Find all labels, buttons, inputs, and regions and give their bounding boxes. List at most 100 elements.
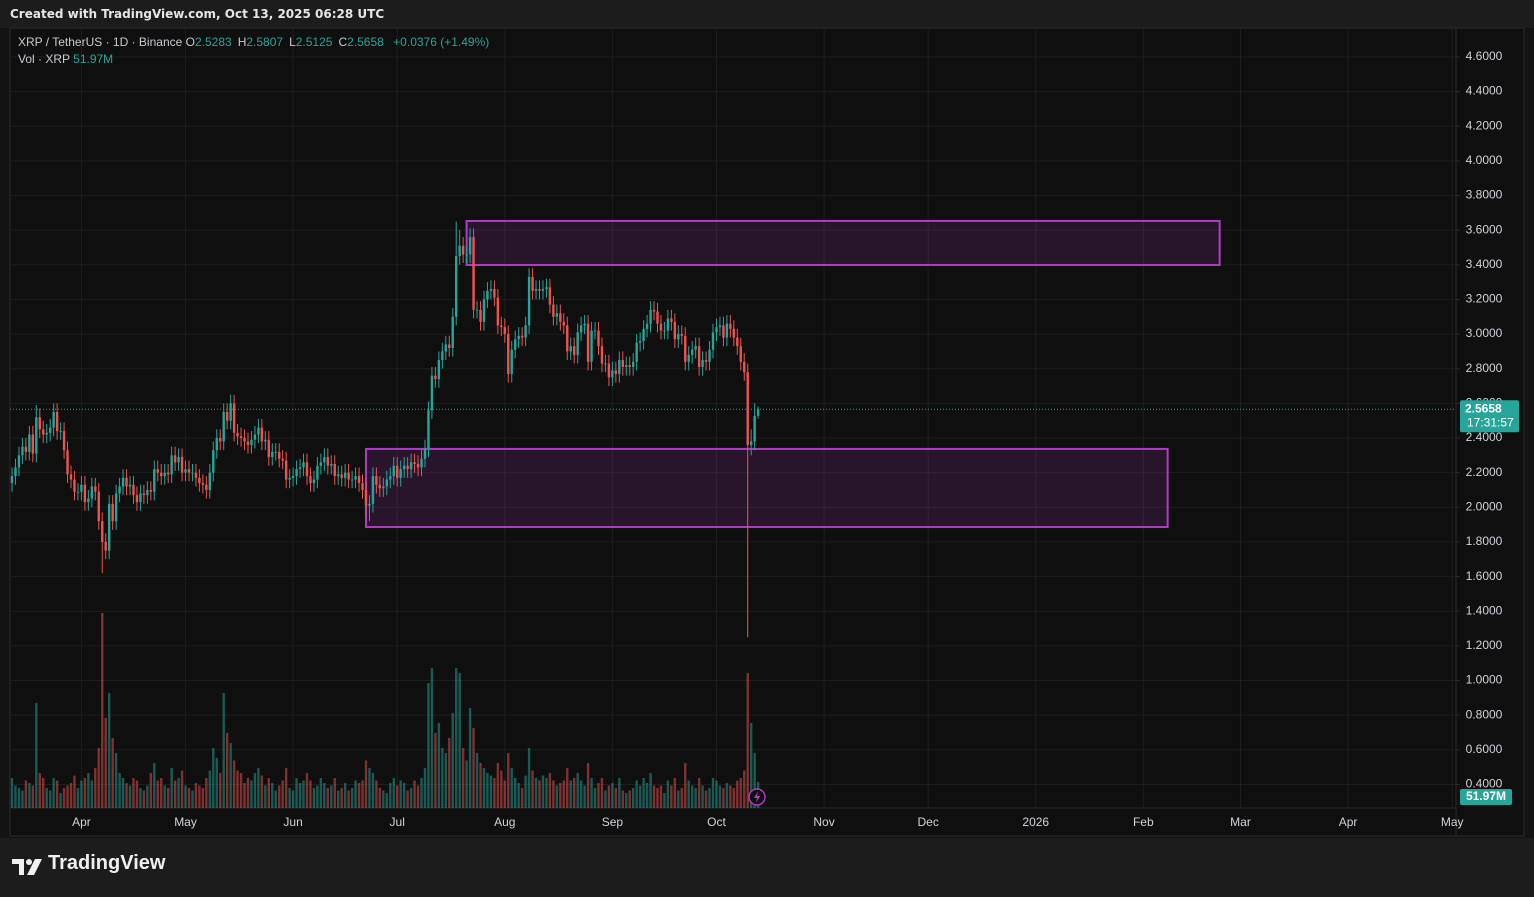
candle-body: [677, 334, 680, 340]
candle-body: [704, 360, 708, 362]
volume-bar: [173, 780, 177, 808]
y-tick-label: 1.4000: [1466, 603, 1503, 617]
candle-body: [361, 483, 364, 490]
legend-value: 2.5125: [295, 35, 333, 49]
volume-bar: [208, 770, 212, 808]
volume-bar: [396, 785, 399, 808]
volume-bar: [73, 775, 76, 808]
volume-bar: [708, 788, 711, 808]
volume-bar: [652, 785, 656, 808]
volume-bar: [586, 763, 590, 808]
candle-body: [97, 491, 100, 522]
candle-body: [673, 321, 677, 340]
candle-body: [368, 503, 371, 506]
candle-body: [402, 465, 406, 470]
volume-bar: [746, 673, 749, 808]
candle-body: [333, 463, 336, 477]
volume-bar: [114, 753, 118, 808]
legend-key: O: [185, 35, 195, 49]
volume-tag: [1460, 789, 1512, 805]
volume-bar: [184, 785, 187, 808]
volume-bar: [236, 770, 239, 808]
candle-body: [708, 349, 711, 362]
candle-body: [659, 323, 663, 331]
candle-body: [559, 313, 562, 322]
candle-body: [694, 346, 697, 350]
volume-bar: [229, 743, 232, 808]
volume-bar: [239, 773, 243, 808]
candle-body: [465, 254, 468, 256]
candle-body: [396, 465, 399, 478]
x-tick-label: Jul: [390, 815, 405, 829]
volume-bar: [663, 793, 666, 808]
volume-bar: [545, 778, 548, 808]
candle-body: [128, 484, 132, 487]
candle-body: [493, 289, 496, 298]
candle-body: [271, 451, 274, 458]
candle-body: [593, 330, 597, 332]
candle-body: [420, 458, 423, 468]
lightning-icon[interactable]: [748, 788, 766, 806]
volume-bar: [142, 790, 146, 808]
volume-bar: [496, 763, 500, 808]
volume-bar: [385, 793, 389, 808]
candle-body: [14, 467, 17, 477]
candle-body: [24, 446, 28, 452]
candle-body: [198, 477, 201, 484]
candle-body: [232, 403, 236, 433]
candle-body: [545, 287, 548, 290]
candle-body: [631, 361, 635, 367]
volume-bar: [607, 785, 611, 808]
volume-bar: [673, 778, 677, 808]
icon-bolt[interactable]: [754, 791, 760, 803]
candle-body: [364, 489, 368, 506]
candle-body: [149, 489, 153, 492]
volume-bar: [28, 783, 31, 808]
volume-bar: [62, 788, 66, 808]
candle-body: [500, 325, 503, 328]
volume-bar: [291, 790, 295, 808]
volume-bar: [253, 773, 257, 808]
volume-bar: [267, 778, 271, 808]
volume-bar: [257, 768, 260, 808]
candle-body: [125, 477, 128, 487]
candle-body: [35, 417, 38, 454]
candle-body: [166, 472, 170, 475]
volume-bar: [538, 780, 541, 808]
logo-part: [12, 859, 24, 875]
candle-body: [753, 415, 756, 442]
volume-bar: [302, 780, 305, 808]
candle-body: [503, 327, 506, 335]
candle-body: [309, 476, 312, 484]
volume-bar: [111, 738, 114, 808]
candle-body: [458, 245, 461, 257]
candle-body: [236, 432, 239, 437]
candle-body: [31, 434, 35, 454]
volume-bar: [434, 733, 437, 808]
y-tick-label: 3.4000: [1466, 257, 1503, 271]
volume-bar: [264, 785, 267, 808]
volume-bar: [146, 785, 149, 808]
candle-body: [576, 332, 579, 355]
volume-bar: [38, 773, 41, 808]
candle-body: [80, 484, 83, 492]
volume-bar: [697, 778, 701, 808]
volume-bar: [149, 773, 153, 808]
volume-bar: [31, 785, 35, 808]
candle-body: [586, 323, 590, 362]
volume-bar: [402, 783, 406, 808]
candle-body: [684, 335, 687, 362]
candle-body: [215, 438, 218, 451]
volume-bar: [416, 785, 420, 808]
candle-body: [170, 455, 173, 475]
volume-bar: [614, 788, 618, 808]
candle-body: [413, 462, 416, 464]
candle-body: [350, 479, 354, 481]
volume-bar: [694, 788, 697, 808]
volume-bar: [656, 788, 659, 808]
candle-body: [111, 503, 114, 522]
candle-body: [69, 474, 73, 480]
volume-bar: [225, 733, 229, 808]
candle-body: [618, 360, 621, 374]
candle-body: [323, 457, 326, 463]
